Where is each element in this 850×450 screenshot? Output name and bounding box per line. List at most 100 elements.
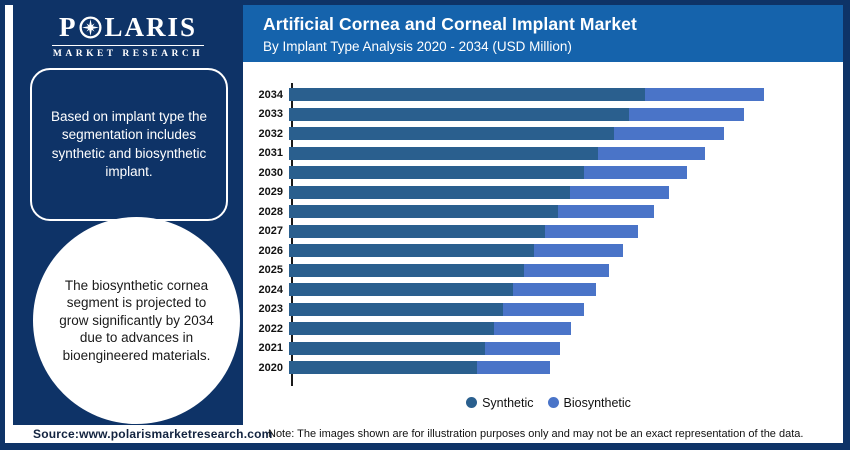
bar-row-2029: 2029: [259, 183, 843, 203]
chart-header: Artificial Cornea and Corneal Implant Ma…: [243, 5, 843, 62]
legend-label-synthetic: Synthetic: [482, 395, 534, 410]
bar-segment-biosynthetic: [494, 322, 571, 336]
polaris-logo: P LARIS MARKET RESEARCH: [13, 5, 243, 59]
left-gap: [5, 5, 13, 425]
year-label: 2033: [258, 108, 283, 121]
year-label: 2022: [258, 322, 283, 335]
year-label: 2027: [258, 225, 283, 238]
bar-segment-biosynthetic: [534, 244, 623, 258]
bar-row-2022: 2022: [259, 319, 843, 339]
bar-segment-synthetic: [289, 322, 494, 336]
bar-row-2024: 2024: [259, 280, 843, 300]
bar-segment-synthetic: [289, 146, 598, 160]
stacked-bar: [289, 205, 654, 219]
bar-row-2028: 2028: [259, 202, 843, 222]
year-label: 2023: [258, 303, 283, 316]
year-label: 2034: [258, 88, 283, 101]
year-label: 2032: [258, 127, 283, 140]
bar-segment-synthetic: [289, 166, 584, 180]
stacked-bar: [289, 263, 609, 277]
stacked-bar: [289, 244, 623, 258]
stacked-bar: [289, 185, 669, 199]
bar-row-2021: 2021: [259, 339, 843, 359]
compass-star-icon: [79, 16, 103, 39]
bar-row-2034: 2034: [259, 85, 843, 105]
bar-segment-synthetic: [289, 341, 485, 355]
segmentation-callout-text: Based on implant type the segmentation i…: [50, 109, 208, 179]
bar-segment-biosynthetic: [503, 302, 584, 316]
footer-band: Source:www.polarismarketresearch.com Not…: [5, 425, 843, 443]
bar-segment-synthetic: [289, 361, 477, 375]
year-label: 2026: [258, 244, 283, 257]
stacked-bar: [289, 88, 764, 102]
main-panel: Artificial Cornea and Corneal Implant Ma…: [243, 5, 843, 425]
bar-segment-biosynthetic: [545, 224, 638, 238]
year-label: 2021: [258, 342, 283, 355]
logo-text-left: P: [58, 12, 78, 42]
year-label: 2030: [258, 166, 283, 179]
year-label: 2024: [258, 283, 283, 296]
year-label: 2025: [258, 264, 283, 277]
logo-wordmark: P LARIS: [13, 12, 243, 43]
bar-segment-biosynthetic: [558, 205, 654, 219]
stacked-bar: [289, 302, 584, 316]
year-label: 2020: [258, 361, 283, 374]
stacked-bar: [289, 341, 560, 355]
bar-row-2031: 2031: [259, 144, 843, 164]
legend-label-biosynthetic: Biosynthetic: [563, 395, 631, 410]
growth-callout-circle: The biosynthetic cornea segment is proje…: [33, 217, 240, 424]
bar-segment-synthetic: [289, 244, 534, 258]
bar-chart: 2034 2033 2032 2031 2030 2029 2028 2027 2026 2025…: [243, 62, 843, 410]
year-label: 2029: [258, 186, 283, 199]
bar-segment-biosynthetic: [645, 88, 764, 102]
source-text: Source:www.polarismarketresearch.com: [33, 427, 273, 441]
bar-segment-biosynthetic: [570, 185, 669, 199]
logo-subtitle: MARKET RESEARCH: [52, 49, 204, 59]
sidebar: P LARIS MARKET RESEARCH Based on implant…: [13, 5, 243, 425]
bar-segment-synthetic: [289, 224, 545, 238]
chart-plot-area: 2034 2033 2032 2031 2030 2029 2028 2027 2026 2025…: [259, 83, 843, 386]
year-label: 2028: [258, 205, 283, 218]
legend-item-biosynthetic: Biosynthetic: [547, 395, 631, 410]
stacked-bar: [289, 166, 687, 180]
stacked-bar: [289, 322, 571, 336]
stacked-bar: [289, 127, 724, 141]
bar-segment-synthetic: [289, 127, 614, 141]
logo-text-right: LARIS: [104, 12, 198, 42]
bar-segment-synthetic: [289, 283, 513, 297]
stacked-bar: [289, 107, 744, 121]
bar-segment-biosynthetic: [524, 263, 609, 277]
synthetic-legend-dot-icon: [466, 397, 478, 408]
bar-segment-biosynthetic: [584, 166, 687, 180]
bar-row-2026: 2026: [259, 241, 843, 261]
year-label: 2031: [258, 147, 283, 160]
bar-segment-biosynthetic: [485, 341, 560, 355]
bar-segment-biosynthetic: [513, 283, 596, 297]
bar-row-2023: 2023: [259, 300, 843, 320]
bar-segment-biosynthetic: [629, 107, 744, 121]
bar-segment-synthetic: [289, 107, 629, 121]
stacked-bar: [289, 361, 550, 375]
bar-segment-biosynthetic: [477, 361, 550, 375]
bar-segment-biosynthetic: [614, 127, 724, 141]
page-subtitle: By Implant Type Analysis 2020 - 2034 (US…: [263, 39, 572, 54]
legend-item-synthetic: Synthetic: [466, 395, 534, 410]
chart-legend: Synthetic Biosynthetic: [249, 395, 843, 410]
bar-row-2027: 2027: [259, 222, 843, 242]
growth-callout-text: The biosynthetic cornea segment is proje…: [59, 277, 214, 363]
bar-segment-synthetic: [289, 205, 558, 219]
bar-segment-synthetic: [289, 185, 570, 199]
stacked-bar: [289, 283, 596, 297]
bar-row-2020: 2020: [259, 358, 843, 378]
bar-row-2025: 2025: [259, 261, 843, 281]
stacked-bar: [289, 146, 705, 160]
bar-row-2030: 2030: [259, 163, 843, 183]
biosynthetic-legend-dot-icon: [547, 397, 559, 408]
bar-segment-biosynthetic: [598, 146, 705, 160]
stacked-bar: [289, 224, 638, 238]
page-title: Artificial Cornea and Corneal Implant Ma…: [263, 14, 637, 34]
disclaimer-note: Note: The images shown are for illustrat…: [268, 428, 804, 440]
bar-row-2032: 2032: [259, 124, 843, 144]
segmentation-callout-box: Based on implant type the segmentation i…: [30, 68, 228, 221]
